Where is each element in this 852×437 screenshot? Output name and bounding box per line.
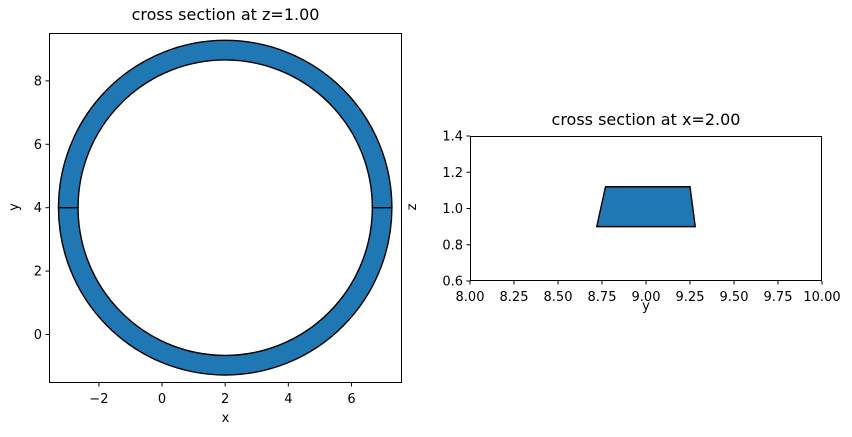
x-tick-label: 8.75 <box>588 290 617 305</box>
x-tick-label: 8.25 <box>500 290 529 305</box>
y-tick-label: 8 <box>34 74 42 89</box>
x-tick-label: 8.00 <box>456 290 485 305</box>
y-tick-label: 0.8 <box>442 238 463 253</box>
annulus-upper-half <box>57 39 393 209</box>
left-plot-yaxis-label: y <box>7 203 23 211</box>
y-tick-label: 6 <box>34 138 42 153</box>
plot-canvas: −2 0 2 4 6 0 2 4 6 8 <box>34 33 402 407</box>
cross-section-polygon <box>595 186 697 228</box>
y-tick-label: 1.2 <box>442 166 463 181</box>
right-plot-axes: 8.00 8.25 8.50 8.75 9.00 9.25 9.50 9.75 10.00 0.6… <box>442 130 840 306</box>
x-tick-label: 10.00 <box>803 290 840 305</box>
y-tick-label: 4 <box>34 201 42 216</box>
x-tick-label: 9.25 <box>676 290 705 305</box>
axes-spines <box>49 33 402 383</box>
x-tick-label: 0 <box>158 392 166 407</box>
x-tick-label: 2 <box>221 392 229 407</box>
x-tick-label: −2 <box>89 392 108 407</box>
left-plot-title: cross section at z=1.00 <box>131 5 320 24</box>
x-tick-label: 9.50 <box>720 290 749 305</box>
y-tick-label: 1.0 <box>442 202 463 217</box>
x-tick-label: 9.75 <box>764 290 793 305</box>
right-plot-yaxis-label: z <box>405 203 421 211</box>
x-tick-label: 9.00 <box>632 290 661 305</box>
right-plot-title: cross section at x=2.00 <box>551 110 741 129</box>
right-plot-xaxis-label: y <box>642 299 650 314</box>
x-tick-label: 6 <box>347 392 355 407</box>
plot-canvas: 8.00 8.25 8.50 8.75 9.00 9.25 9.50 9.75 10.00 0.6… <box>442 130 840 306</box>
y-tick-label: 1.4 <box>442 130 463 145</box>
y-tick-label: 2 <box>34 265 42 280</box>
left-plot-axes: −2 0 2 4 6 0 2 4 6 8 <box>34 33 402 407</box>
left-plot-xaxis-label: x <box>221 411 230 426</box>
y-tick-label: 0 <box>34 328 42 343</box>
x-tick-label: 8.50 <box>544 290 573 305</box>
x-tick-label: 4 <box>284 392 292 407</box>
axes-spines <box>470 136 822 281</box>
annulus-lower-half <box>57 206 393 376</box>
y-tick-label: 0.6 <box>442 275 463 290</box>
